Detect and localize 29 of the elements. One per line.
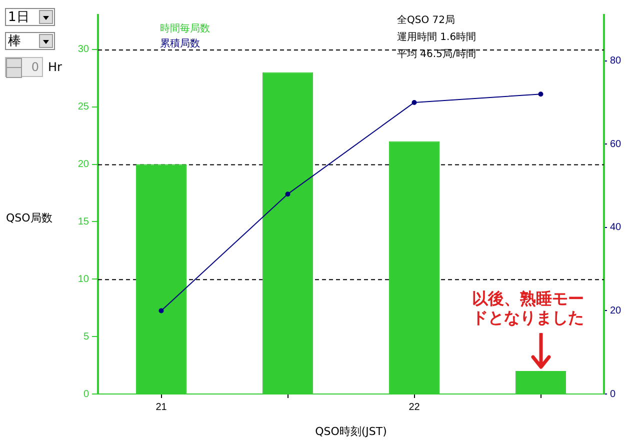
- y2-tick-label: 80: [610, 56, 622, 67]
- hour-spinner: 0: [5, 57, 43, 77]
- y-tick-label: 25: [78, 102, 90, 113]
- point: [412, 100, 417, 105]
- annotation: 運用時間 1.6時間: [397, 30, 476, 45]
- period-dropdown: 1日: [5, 8, 55, 26]
- annotation: 全QSO 72局: [397, 14, 456, 28]
- text: Hr: [48, 60, 62, 74]
- x-tick-label: 22: [408, 402, 420, 413]
- y-tick-label: 5: [83, 331, 90, 342]
- y2-tick-label: 0: [610, 388, 616, 400]
- point: [538, 92, 544, 97]
- point: [158, 308, 164, 314]
- y2-tick-label: 60: [610, 138, 622, 150]
- y2-tick-label: 20: [610, 305, 622, 316]
- text: 累積局数: [160, 38, 200, 50]
- text: 時間毎局数: [160, 22, 210, 35]
- y-tick-label: 20: [78, 159, 90, 170]
- y-axis-title: QSO局数: [6, 211, 52, 224]
- y2-tick-label: 40: [610, 222, 622, 234]
- y-tick-label: 15: [78, 216, 90, 228]
- y-tick-label: 10: [78, 274, 90, 285]
- y-tick-label: 30: [78, 44, 90, 56]
- x-axis-title: QSO時刻(JST): [315, 424, 387, 438]
- x-tick-label: 21: [156, 402, 168, 413]
- point: [285, 192, 290, 197]
- style-dropdown: 棒: [5, 32, 55, 50]
- y-tick-label: 0: [83, 388, 90, 400]
- annotation: 以後、熟睡モードとなりました: [471, 289, 585, 327]
